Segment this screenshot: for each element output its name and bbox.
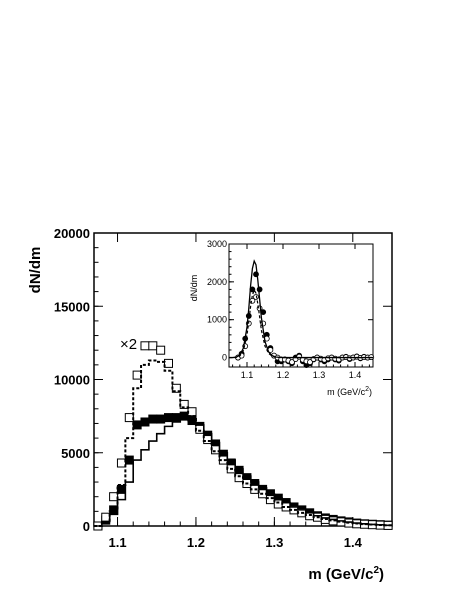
main-filled-square-point bbox=[171, 413, 181, 423]
main-open-square-point bbox=[116, 458, 126, 468]
main-y-tick-label: 5000 bbox=[61, 446, 90, 461]
main-y-tick-label: 10000 bbox=[54, 373, 90, 388]
main-open-square-point bbox=[164, 358, 173, 368]
inset-x-tick-label: 1.1 bbox=[241, 370, 254, 380]
main-open-square-point bbox=[101, 512, 111, 522]
main-x-axis-title-sup: 2 bbox=[373, 565, 379, 576]
main-open-square-point bbox=[265, 495, 275, 505]
main-x-tick-label: 1.3 bbox=[265, 535, 283, 550]
main-x-axis-title: m (GeV/c2) bbox=[308, 565, 384, 583]
inset-y-tick-label: 2000 bbox=[207, 277, 227, 287]
inset-ticks: 1.1 1.2 1.3 1.4 0 1000 2000 3000 bbox=[207, 239, 373, 380]
inset-open-circle-point bbox=[253, 294, 259, 300]
inset-x-axis-title: m (GeV/c2) bbox=[327, 386, 372, 397]
inset-x-axis-title-text: m (GeV/c bbox=[327, 387, 366, 397]
inset-x-tick-label: 1.3 bbox=[313, 370, 326, 380]
inset-y-tick-label: 0 bbox=[222, 353, 227, 363]
inset-open-circle-point bbox=[307, 359, 313, 365]
inset-series bbox=[229, 259, 375, 369]
main-x-tick-label: 1.2 bbox=[187, 535, 205, 550]
main-x-tick-label: 1.1 bbox=[108, 535, 126, 550]
inset-background bbox=[229, 244, 373, 367]
main-open-square-point bbox=[156, 345, 166, 355]
main-filled-square-point bbox=[124, 455, 134, 465]
main-filled-square-point bbox=[140, 417, 150, 427]
main-open-square-point bbox=[148, 341, 158, 351]
inset-open-circle-point bbox=[289, 359, 295, 365]
main-x-axis-title-text: m (GeV/c bbox=[308, 566, 373, 583]
main-y-tick-label: 15000 bbox=[54, 299, 90, 314]
main-filled-square-point bbox=[116, 484, 126, 494]
inset-filled-circle-point bbox=[256, 286, 263, 293]
main-dashed-histogram-line bbox=[94, 359, 392, 527]
main-y-tick-label: 0 bbox=[83, 519, 90, 534]
scale-annotation: ×2 bbox=[120, 336, 137, 353]
main-filled-square-point bbox=[109, 505, 119, 515]
main-open-square-point bbox=[140, 341, 150, 351]
main-series bbox=[93, 341, 393, 531]
main-x-tick-label: 1.4 bbox=[344, 535, 363, 550]
main-filled-square-point bbox=[132, 420, 142, 430]
main-filled-square-point bbox=[164, 413, 173, 423]
main-open-square-point bbox=[195, 424, 205, 434]
main-open-square-point bbox=[211, 445, 221, 455]
inset-x-axis-title-close: ) bbox=[369, 387, 372, 397]
main-open-square-point bbox=[203, 435, 213, 445]
main-open-square-point bbox=[187, 407, 197, 417]
inset-y-tick-label: 1000 bbox=[207, 315, 227, 325]
inset-x-tick-label: 1.4 bbox=[349, 370, 362, 380]
inset-x-axis-title-sup: 2 bbox=[365, 386, 369, 393]
inset-x-tick-label: 1.2 bbox=[277, 370, 290, 380]
main-open-square-point bbox=[234, 473, 244, 483]
inset-y-tick-label: 3000 bbox=[207, 239, 227, 249]
main-filled-square-point bbox=[156, 414, 166, 424]
main-open-square-point bbox=[132, 370, 142, 380]
main-y-tick-label: 20000 bbox=[54, 226, 90, 241]
main-open-square-point bbox=[273, 499, 283, 509]
inset-dashed-fit-curve bbox=[229, 288, 373, 359]
main-open-square-point bbox=[124, 413, 134, 423]
inset-y-axis-title: dN/dm bbox=[189, 275, 199, 302]
main-filled-square-point bbox=[234, 465, 244, 475]
main-x-axis-title-close: ) bbox=[379, 566, 384, 583]
inset-plot-frame bbox=[228, 243, 374, 368]
main-filled-square-point bbox=[148, 414, 158, 424]
main-y-axis-title: dN/dm bbox=[27, 247, 44, 294]
main-solid-histogram-line bbox=[94, 418, 392, 527]
main-open-square-point bbox=[109, 492, 119, 502]
